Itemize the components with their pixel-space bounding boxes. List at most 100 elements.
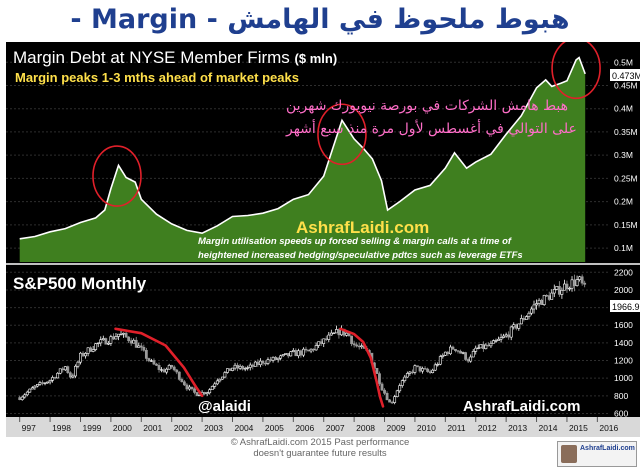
sp500-candle-body (324, 338, 328, 340)
sp500-candle-body (438, 356, 442, 365)
sp500-candle-body (446, 351, 450, 355)
arabic-note-line-2: على التوالي في أغسطس لأول مرة منذ سبع أش… (285, 119, 577, 137)
margin-chart: 0.1M 0.15M 0.2M 0.25M 0.3M 0.35M 0.4M 0.45M 0.5M… (6, 42, 640, 262)
margin-chart-title: Margin Debt at NYSE Member Firms ($ mln) (13, 48, 337, 67)
sp500-candle-body (499, 337, 503, 340)
sp500-candle-body (53, 377, 57, 379)
sp500-candle-body (144, 349, 148, 359)
sp500-candle-body (170, 364, 174, 368)
x-axis-tick-label: 2013 (508, 423, 527, 433)
sp500-candle-body (180, 379, 184, 383)
sp500-candle-body (226, 368, 229, 373)
sp500-candle-body (481, 344, 485, 349)
margin-title-text: Margin Debt at NYSE Member Firms (13, 48, 290, 67)
sp500-candle-body (317, 341, 321, 346)
sp500-candle-body (383, 389, 386, 394)
sp500-candle-body (403, 376, 407, 381)
sp500-candle-body (307, 349, 310, 352)
sp500-candle-body (411, 371, 414, 374)
sp500-candle-body (210, 386, 214, 391)
sp500-candle-body (507, 334, 511, 338)
sp500-candle-body (253, 361, 257, 367)
margin-highlights (92, 42, 601, 207)
sp500-candle-body (431, 369, 435, 373)
sp500-candle-body (25, 391, 29, 396)
sp500-candle-body (570, 279, 574, 289)
sp500-candle-body (408, 371, 412, 374)
sp500-candle-body (91, 349, 95, 352)
sp500-candle-body (223, 372, 227, 378)
sp500-crash-trend-line (339, 327, 385, 408)
sp500-candle-body (537, 299, 541, 304)
sp500-candle-body (509, 326, 513, 338)
sp500-candle-body (122, 332, 125, 335)
disclaimer-line-1: © AshrafLaidi.com 2015 Past performance (230, 437, 410, 448)
sp500-candle-body (124, 332, 128, 338)
sp500-candle-body (256, 361, 260, 366)
sp500-watermark: AshrafLaidi.com (463, 398, 581, 415)
sp500-candle-body (38, 382, 42, 385)
disclaimer: © AshrafLaidi.com 2015 Past performance … (0, 437, 640, 459)
sp500-candle-body (327, 334, 331, 340)
x-axis-tick-label: 1998 (52, 423, 71, 433)
sp500-candle-body (489, 342, 493, 347)
sp500-candle-body (56, 372, 60, 379)
sp500-candle-body (84, 353, 87, 357)
sp500-candle-body (117, 333, 120, 337)
sp500-candle-body (350, 335, 353, 344)
sp500-candle-body (314, 345, 318, 351)
brand-badge[interactable]: AshrafLaidi.com (557, 441, 637, 467)
sp500-candle-body (522, 318, 526, 320)
sp500-chart-title: S&P500 Monthly (13, 274, 147, 293)
x-axis-tick-label: 2005 (265, 423, 284, 433)
sp500-candle-body (66, 366, 70, 374)
sp500-candle-body (550, 292, 554, 300)
sp500-candle-body (319, 341, 323, 344)
x-axis-background (6, 417, 640, 437)
x-axis-tick-label: 1999 (82, 423, 101, 433)
sp500-candle-body (332, 332, 336, 335)
sp500-candle-body (276, 357, 280, 360)
sp500-candle-body (238, 365, 242, 369)
sp500-last-value-box (610, 300, 640, 312)
sp500-candle-body (271, 356, 275, 361)
sp500-candle-body (269, 359, 272, 361)
margin-annotation-line-1: Margin utilisation speeds up forced sell… (198, 236, 512, 247)
sp500-y-tick: 600 (614, 408, 628, 418)
sp500-candle-body (139, 345, 143, 348)
sp500-candle-body (575, 279, 579, 286)
sp500-candle-body (532, 304, 536, 310)
sp500-candle-body (20, 396, 24, 400)
x-axis-tick-label: 2001 (143, 423, 162, 433)
sp500-candle-body (329, 332, 333, 336)
sp500-candle-body (215, 380, 219, 385)
margin-y-tick: 0.35M (614, 127, 638, 137)
sp500-candle-body (484, 344, 488, 349)
sp500-candle-body (395, 390, 399, 397)
sp500-candle-body (157, 365, 161, 370)
sp500-candle-body (441, 355, 445, 357)
sp500-candle-body (309, 348, 313, 352)
margin-y-tick: 0.1M (614, 243, 633, 253)
sp500-candle-body (228, 368, 232, 371)
sp500-candle-body (378, 373, 381, 385)
sp500-candle-body (274, 356, 277, 360)
sp500-candle-body (182, 381, 186, 386)
sp500-candle-body (134, 339, 138, 348)
sp500-candle-body (150, 360, 153, 362)
sp500-candle-body (352, 343, 356, 346)
sp500-candle-body (474, 347, 478, 352)
sp500-last-value-label: 1966.9 (612, 302, 640, 312)
sp500-candle-body (557, 286, 561, 295)
sp500-candle-body (195, 392, 199, 397)
sp500-candle-body (405, 373, 409, 378)
sp500-candle-body (23, 394, 27, 398)
sp500-candle-body (426, 368, 430, 372)
sp500-candle-body (302, 348, 305, 356)
margin-y-tick: 0.5M (614, 57, 633, 67)
sp500-candle-body (114, 336, 118, 340)
sp500-candle-body (76, 361, 80, 367)
margin-peak-highlight (317, 103, 367, 166)
sp500-candle-body (61, 368, 65, 371)
sp500-candle-body (30, 387, 34, 390)
